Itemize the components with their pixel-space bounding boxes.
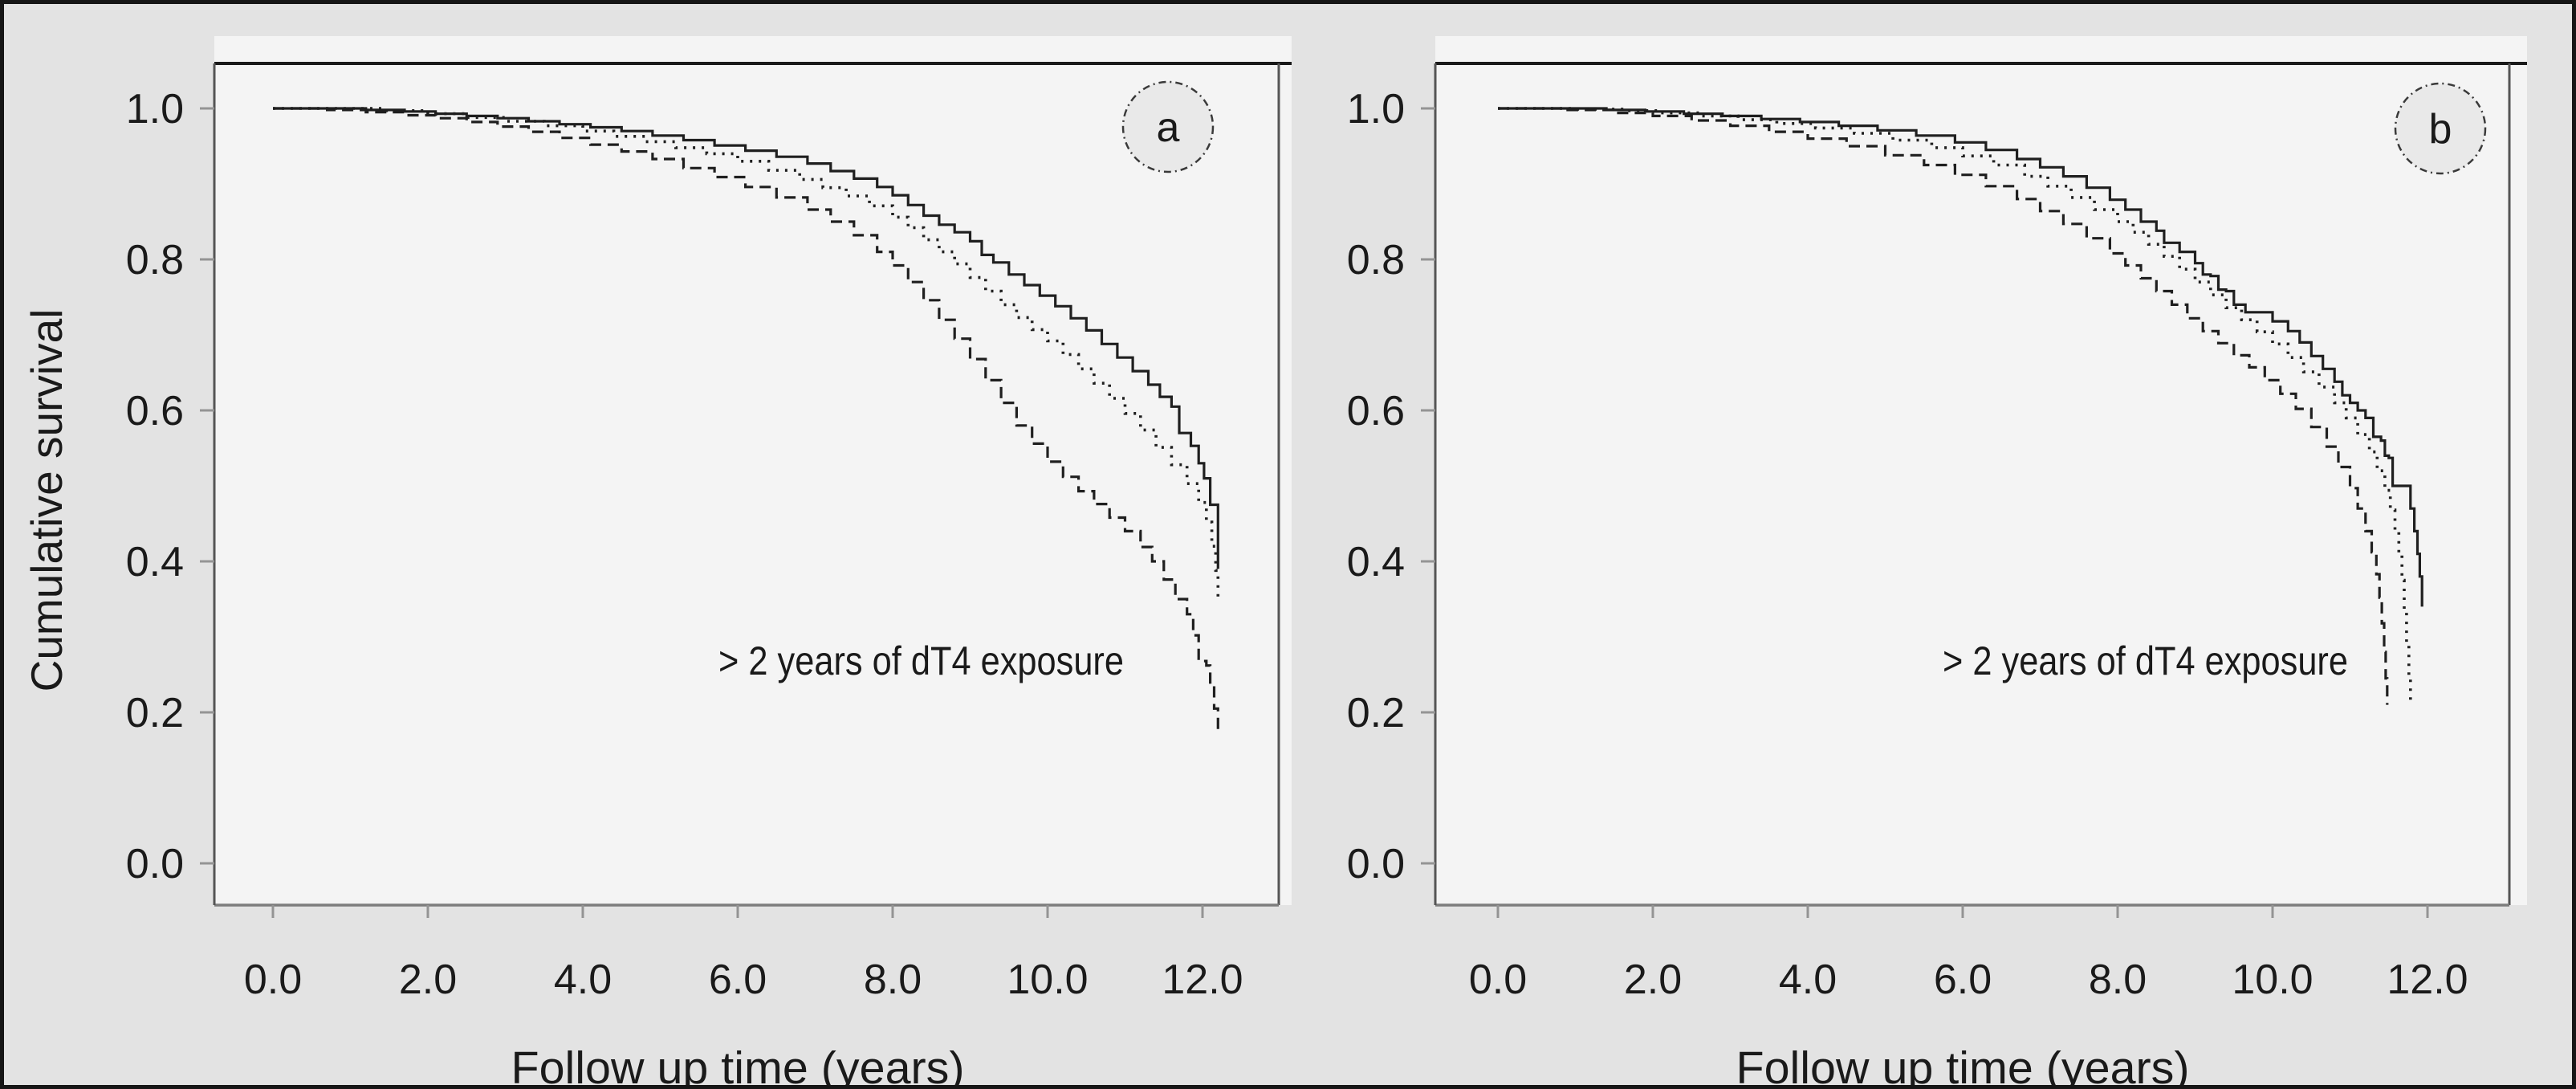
y-tick-label: 1.0 [1347,86,1405,133]
y-tick-label: 0.4 [1347,539,1405,585]
x-tick-label: 12.0 [2387,956,2468,1003]
survival-curve-dashed [1498,107,2389,705]
x-tick-label: 0.0 [244,956,302,1003]
y-axis-title: Cumulative survival [22,309,71,692]
x-tick-label: 6.0 [1934,956,1992,1003]
survival-curve-dashed [273,107,1219,736]
panel-label-text: b [2429,106,2452,153]
y-tick-label: 0.0 [1347,841,1405,887]
x-tick-label: 10.0 [1007,956,1088,1003]
panel-label-circle [1121,80,1215,173]
x-axis-title: Follow up time (years) [1736,1042,2190,1089]
y-tick-label: 0.6 [126,388,184,434]
x-tick-label: 10.0 [2232,956,2313,1003]
y-tick-label: 0.8 [1347,237,1405,283]
x-tick-label: 6.0 [709,956,767,1003]
x-tick-label: 4.0 [1779,956,1837,1003]
x-tick-label: 2.0 [1624,956,1682,1003]
annotation-text: > 2 years of dT4 exposure [718,638,1124,683]
x-tick-label: 0.0 [1469,956,1527,1003]
y-tick-label: 0.6 [1347,388,1405,434]
x-tick-label: 12.0 [1162,956,1243,1003]
panel-label-text: a [1157,104,1180,151]
x-tick-label: 8.0 [2089,956,2147,1003]
survival-chart-panel-a: 0.0 2.0 4.0 6.0 8.0 10.0 12.0 0.0 0.2 0.4 0.6 0.8 1.… [22,36,1292,1089]
x-tick-label: 2.0 [399,956,457,1003]
x-tick-label: 8.0 [864,956,922,1003]
plot-area [214,36,1292,905]
y-tick-label: 0.2 [126,690,184,736]
y-tick-label: 0.2 [1347,690,1405,736]
panel-label-circle [2394,82,2487,175]
x-axis-title: Follow up time (years) [511,1042,965,1089]
x-tick-label: 4.0 [554,956,612,1003]
survival-chart-panel-b: 0.0 2.0 4.0 6.0 8.0 10.0 12.0 0.0 0.2 0.4 0.6 0.8 1.… [1347,36,2527,1089]
y-tick-label: 1.0 [126,86,184,133]
y-tick-label: 0.0 [126,841,184,887]
y-tick-label: 0.4 [126,539,184,585]
survival-curve-solid [1498,107,2423,607]
y-tick-label: 0.8 [126,237,184,283]
survival-curve-dotted [1498,107,2412,701]
plot-area [1435,36,2527,905]
survival-curve-solid [273,107,1219,569]
annotation-text: > 2 years of dT4 exposure [1943,638,2348,683]
